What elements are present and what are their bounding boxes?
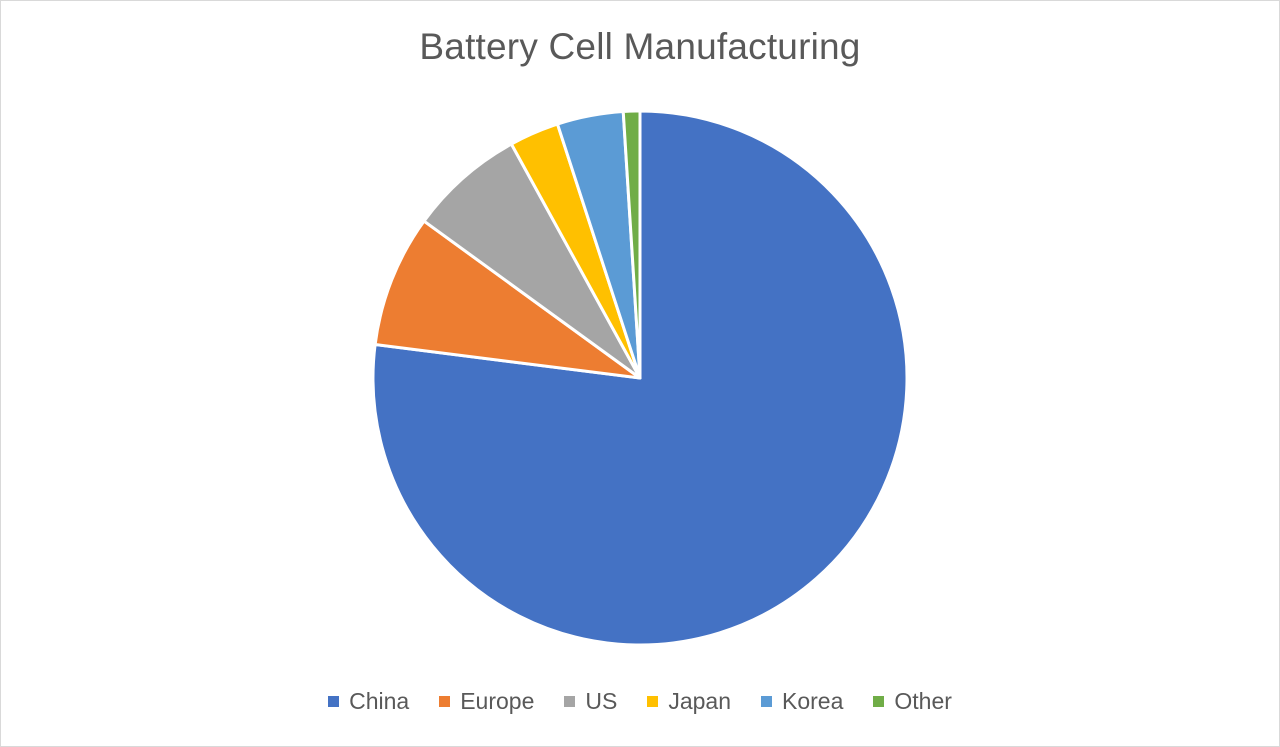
legend-swatch-china [328,696,340,707]
legend-item-china: China [328,688,409,715]
legend-swatch-japan [647,696,659,707]
legend-item-japan: Japan [647,688,731,715]
pie-slice-us [422,142,642,380]
legend-label: Japan [668,688,731,714]
legend-label: US [585,688,618,714]
legend-item-europe: Europe [439,688,534,715]
pie-slice-europe [373,219,642,380]
legend-swatch-europe [439,696,451,707]
pie-slices [371,109,909,647]
legend-item-other: Other [873,688,952,715]
legend-swatch-other [873,696,885,707]
legend-label: Korea [782,688,844,714]
legend: China Europe US Japan Korea Other [0,688,1280,715]
legend-label: Europe [460,688,535,714]
legend-swatch-korea [761,696,772,707]
legend-item-korea: Korea [761,688,843,715]
chart-title: Battery Cell Manufacturing [419,26,861,67]
legend-item-us: US [564,688,617,715]
pie-slice-other [621,109,642,380]
legend-swatch-us [564,696,576,707]
legend-label: Other [894,688,952,714]
legend-label: China [349,688,410,714]
